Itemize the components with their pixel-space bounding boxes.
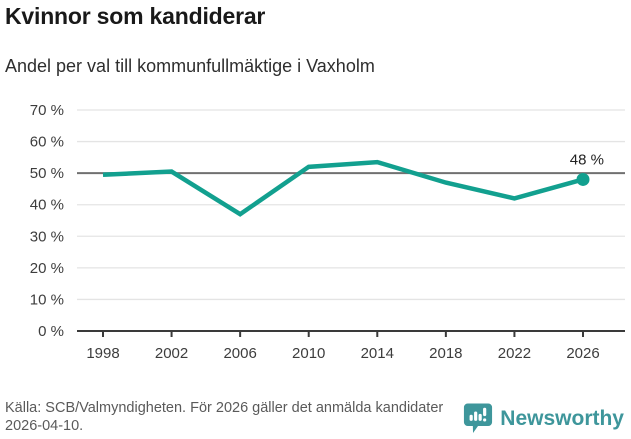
x-tick-label: 2026 [566,345,599,362]
last-value-label: 48 % [570,151,604,168]
y-tick-label: 40 % [30,197,64,214]
x-tick-label: 2002 [155,345,188,362]
footer: Källa: SCB/Valmyndigheten. För 2026 gäll… [5,400,624,435]
brand-name: Newsworthy [500,406,624,430]
x-tick-label: 2018 [429,345,462,362]
newsworthy-bubble-chart-icon [464,403,493,434]
trend-line [102,159,584,217]
chart-subtitle: Andel per val till kommunfullmäktige i V… [5,56,375,76]
newsworthy-logo: Newsworthy [463,402,624,435]
y-tick-label: 10 % [30,291,64,308]
x-tick-label: 2014 [361,345,394,362]
source-note: Källa: SCB/Valmyndigheten. För 2026 gäll… [5,400,444,434]
x-tick-label: 2006 [223,345,256,362]
x-tick-label: 1998 [86,345,119,362]
y-tick-label: 70 % [30,102,64,119]
y-tick-label: 60 % [30,134,64,151]
last-point-marker [576,172,590,186]
page-title: Kvinnor som kandiderar [5,3,266,29]
line-chart: 0 % 10 % 20 % 30 % 40 % 50 % 60 % 70 % 1998 2002 2… [30,102,625,362]
x-tick-label: 2022 [498,345,531,362]
x-tick-label: 2010 [292,345,325,362]
y-tick-label: 0 % [38,323,64,340]
y-tick-label: 30 % [30,228,64,245]
y-tick-label: 50 % [30,165,64,182]
y-tick-label: 20 % [30,260,64,277]
